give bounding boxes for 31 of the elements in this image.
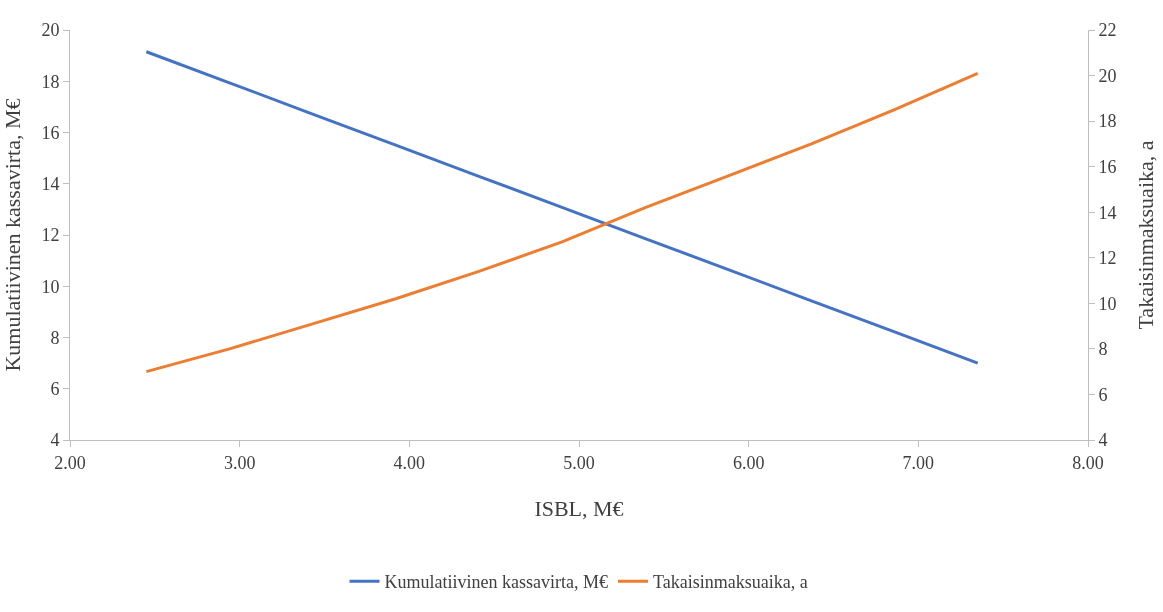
legend-label: Kumulatiivinen kassavirta, M€ (384, 572, 608, 593)
y-tick-label: 18 (41, 71, 60, 92)
x-tick-label: 8.00 (1072, 452, 1104, 473)
x-tick-label: 4.00 (393, 452, 426, 473)
y2-tick-label: 12 (1098, 248, 1117, 269)
y2-tick-label: 8 (1098, 339, 1108, 360)
y-tick-label: 10 (41, 276, 60, 297)
y-tick-label: 12 (41, 225, 60, 246)
x-axis-title: ISBL, M€ (534, 496, 624, 521)
x-tick-label: 5.00 (563, 452, 595, 473)
y-tick-label: 20 (41, 20, 60, 41)
x-tick-label: 3.00 (223, 452, 256, 473)
y-tick-label: 6 (50, 379, 60, 400)
x-tick-label: 7.00 (902, 452, 935, 473)
y2-tick-label: 10 (1098, 293, 1117, 314)
y2-tick-label: 14 (1098, 202, 1117, 223)
y2-tick-label: 18 (1098, 111, 1117, 132)
y2-tick-label: 22 (1098, 20, 1117, 41)
y2-tick-label: 20 (1098, 65, 1117, 86)
y2-axis-title: Takaisinmaksuaika, a (1133, 140, 1158, 330)
y-tick-label: 16 (41, 122, 60, 143)
y-axis-title: Kumulatiivinen kassavirta, M€ (0, 98, 25, 372)
y-tick-label: 4 (50, 430, 60, 451)
x-tick-label: 6.00 (732, 452, 765, 473)
y-tick-label: 14 (41, 174, 60, 195)
y2-tick-label: 6 (1098, 384, 1108, 405)
x-tick-label: 2.00 (54, 452, 86, 473)
legend-label: Takaisinmaksuaika, a (652, 572, 808, 593)
y2-tick-label: 4 (1098, 430, 1108, 451)
y2-tick-label: 16 (1098, 156, 1117, 177)
y-tick-label: 8 (50, 327, 60, 348)
